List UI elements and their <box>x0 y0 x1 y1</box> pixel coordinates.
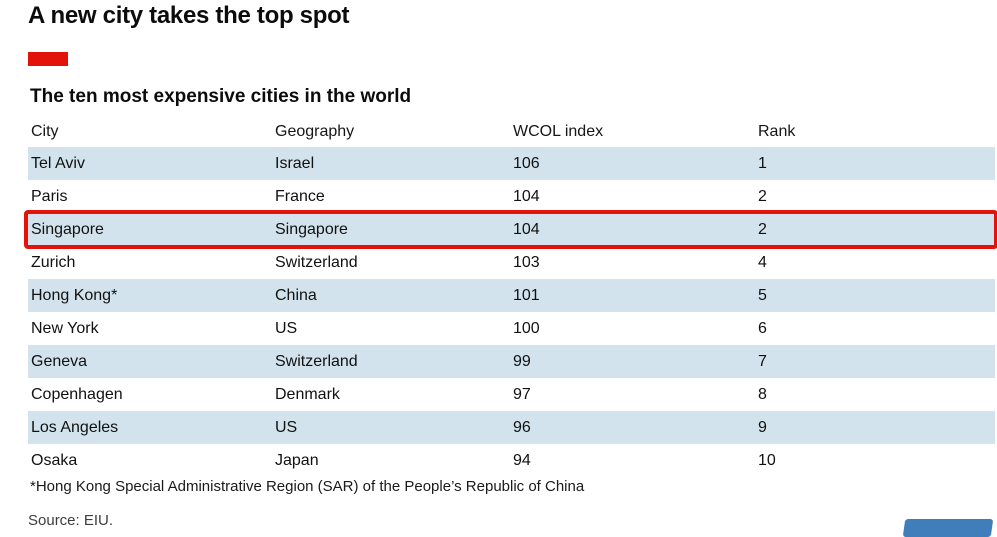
table-header-row: City Geography WCOL index Rank <box>28 116 995 147</box>
table-row: Los Angeles US 96 9 <box>28 411 995 444</box>
geography-cell: Israel <box>275 154 315 172</box>
wcol-cell: 97 <box>513 385 531 403</box>
city-cell: Los Angeles <box>31 418 119 436</box>
geography-cell: Denmark <box>275 385 340 403</box>
rank-cell: 5 <box>758 286 767 304</box>
rank-cell: 8 <box>758 385 767 403</box>
geography-cell: Switzerland <box>275 253 358 271</box>
geography-cell: Japan <box>275 451 319 469</box>
rank-cell: 10 <box>758 451 776 469</box>
table-row: Geneva Switzerland 99 7 <box>28 345 995 378</box>
table-body: Tel Aviv Israel 106 1 Paris France 104 2… <box>24 147 997 477</box>
table-row: New York US 100 6 <box>28 312 995 345</box>
column-header-rank: Rank <box>758 122 796 140</box>
city-cell: New York <box>31 319 99 337</box>
geography-cell: France <box>275 187 325 205</box>
city-cell: Geneva <box>31 352 88 370</box>
wcol-cell: 94 <box>513 451 531 469</box>
city-cell: Osaka <box>31 451 78 469</box>
table-row: Hong Kong* China 101 5 <box>28 279 995 312</box>
source-credit: Source: EIU. <box>28 512 114 529</box>
footnote: *Hong Kong Special Administrative Region… <box>30 478 585 495</box>
wcol-cell: 103 <box>513 253 540 271</box>
table-row: Zurich Switzerland 103 4 <box>28 246 995 279</box>
rank-cell: 1 <box>758 154 767 172</box>
city-cell: Singapore <box>31 220 104 238</box>
geography-cell: US <box>275 418 298 436</box>
expensive-cities-table: City Geography WCOL index Rank Tel Aviv … <box>24 116 997 477</box>
geography-cell: Singapore <box>275 220 348 238</box>
column-header-wcol: WCOL index <box>513 122 604 140</box>
table-row: Copenhagen Denmark 97 8 <box>28 378 995 411</box>
rank-cell: 6 <box>758 319 767 337</box>
column-header-city: City <box>31 122 59 140</box>
wcol-cell: 101 <box>513 286 540 304</box>
table-row-highlighted: Singapore Singapore 104 2 <box>24 210 997 249</box>
wcol-cell: 104 <box>513 187 540 205</box>
wcol-cell: 96 <box>513 418 531 436</box>
city-cell: Tel Aviv <box>31 154 85 172</box>
wcol-cell: 100 <box>513 319 540 337</box>
column-header-geography: Geography <box>275 122 355 140</box>
red-accent-tab <box>28 52 68 66</box>
geography-cell: Switzerland <box>275 352 358 370</box>
rank-cell: 9 <box>758 418 767 436</box>
rank-cell: 2 <box>758 220 767 238</box>
rank-cell: 4 <box>758 253 767 271</box>
city-cell: Zurich <box>31 253 76 271</box>
wcol-cell: 104 <box>513 220 540 238</box>
watermark-badge <box>902 519 994 537</box>
city-cell: Paris <box>31 187 68 205</box>
rank-cell: 2 <box>758 187 767 205</box>
page-title: A new city takes the top spot <box>28 2 350 29</box>
rank-cell: 7 <box>758 352 767 370</box>
table-subtitle: The ten most expensive cities in the wor… <box>30 86 412 107</box>
table-row: Osaka Japan 94 10 <box>28 444 995 477</box>
table-row: Tel Aviv Israel 106 1 <box>28 147 995 180</box>
wcol-cell: 99 <box>513 352 531 370</box>
wcol-cell: 106 <box>513 154 540 172</box>
table-row: Paris France 104 2 <box>28 180 995 213</box>
city-cell: Hong Kong* <box>31 286 118 304</box>
geography-cell: US <box>275 319 298 337</box>
city-cell: Copenhagen <box>31 385 123 403</box>
geography-cell: China <box>275 286 317 304</box>
